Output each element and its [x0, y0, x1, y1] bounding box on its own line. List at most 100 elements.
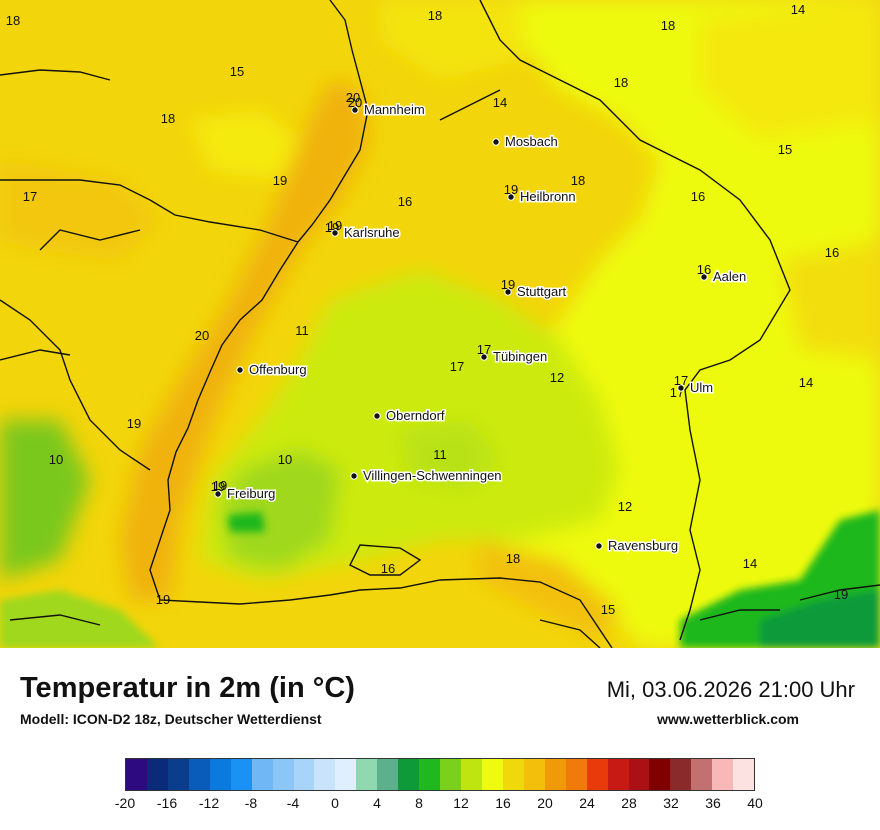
legend-tick-label: 36 — [705, 795, 721, 811]
grid-value-label: 11 — [433, 447, 447, 462]
city-villingen-schwenningen: Villingen-Schwenningen — [350, 467, 503, 485]
city-dot — [373, 412, 381, 420]
legend-swatch — [733, 759, 755, 790]
grid-value-label: 14 — [799, 375, 813, 390]
legend-swatch — [461, 759, 482, 790]
legend-swatch — [502, 759, 524, 790]
city-offenburg: Offenburg — [236, 361, 308, 379]
legend-tick-label: 24 — [579, 795, 595, 811]
city-name: Tübingen — [493, 349, 547, 364]
legend-swatch — [356, 759, 378, 790]
legend-tick-label: 28 — [621, 795, 637, 811]
legend-tick-label: 8 — [415, 795, 423, 811]
legend-swatch — [126, 759, 147, 790]
city-name: Freiburg — [227, 486, 275, 501]
grid-value-label: 12 — [618, 499, 632, 514]
grid-value-label: 20 — [346, 90, 360, 105]
legend-swatch — [188, 759, 210, 790]
grid-value-label: 19 — [156, 592, 170, 607]
city-name: Mosbach — [505, 134, 558, 149]
grid-value-label: 18 — [161, 111, 175, 126]
borders — [0, 0, 880, 648]
city-name: Karlsruhe — [344, 225, 400, 240]
city-mosbach: Mosbach — [492, 133, 559, 151]
legend-tick-label: 16 — [495, 795, 511, 811]
temperature-map: 18 18 18 14 15 18 20 14 18 19 18 15 17 16 16 19 16 20 11 17… — [0, 0, 880, 648]
legend-tick-label: -8 — [244, 795, 258, 811]
alpine-green — [0, 510, 880, 648]
city-dot — [492, 138, 500, 146]
legend-swatch — [691, 759, 713, 790]
city-ravensburg: Ravensburg — [595, 537, 680, 555]
city-temperature: 19 — [211, 479, 225, 494]
city-dot — [350, 472, 358, 480]
legend-swatch — [565, 759, 587, 790]
forecast-datetime: Mi, 03.06.2026 21:00 Uhr — [606, 677, 855, 702]
grid-value-label: 16 — [691, 189, 705, 204]
map-title: Temperatur in 2m (in °C) — [20, 672, 355, 704]
legend-swatch — [398, 759, 420, 790]
city-dot — [700, 273, 708, 281]
legend-swatch — [481, 759, 503, 790]
legend-tick-label: 4 — [373, 795, 381, 811]
grid-value-label: 15 — [778, 142, 792, 157]
grid-value-label: 18 — [661, 18, 675, 33]
city-name: Stuttgart — [517, 284, 567, 299]
city-dot — [504, 288, 512, 296]
city-dot — [214, 490, 222, 498]
legend-swatch — [649, 759, 671, 790]
legend-swatch — [544, 759, 566, 790]
city-dot — [236, 366, 244, 374]
legend-swatch — [335, 759, 357, 790]
grid-value-label: 16 — [825, 245, 839, 260]
grid-value-label: 18 — [614, 75, 628, 90]
grid-value-label: 18 — [506, 551, 520, 566]
city-temperature: 19 — [328, 218, 342, 233]
legend-swatch — [272, 759, 294, 790]
grid-value-label: 14 — [493, 95, 507, 110]
grid-value-labels: 18 18 18 14 15 18 20 14 18 19 18 15 17 16 16 19 16 20 11 17… — [6, 2, 848, 617]
grid-value-label: 11 — [295, 323, 309, 338]
legend-swatch — [146, 759, 168, 790]
grid-value-label: 15 — [230, 64, 244, 79]
city-name: Aalen — [713, 269, 746, 284]
grid-value-label: 16 — [381, 561, 395, 576]
legend-swatch — [314, 759, 336, 790]
city-name: Mannheim — [364, 102, 425, 117]
city-temperature: 19 — [504, 182, 518, 197]
city-name: Ulm — [690, 380, 713, 395]
grid-value-label: 16 — [398, 194, 412, 209]
legend-swatch — [419, 759, 441, 790]
city-name: Oberndorf — [386, 408, 445, 423]
city-layer: Mannheim20MosbachHeilbronn19Karlsruhe19S… — [211, 95, 748, 555]
legend-swatch — [293, 759, 315, 790]
grid-value-label: 17 — [23, 189, 37, 204]
model-subtitle: Modell: ICON-D2 18z, Deutscher Wetterdie… — [20, 711, 322, 727]
legend-swatch — [377, 759, 399, 790]
city-dot — [331, 229, 339, 237]
legend-tick-label: 32 — [663, 795, 679, 811]
city-dot — [507, 193, 515, 201]
grid-value-label: 19 — [273, 173, 287, 188]
legend-swatch — [209, 759, 231, 790]
legend-swatch — [586, 759, 608, 790]
legend-swatch — [523, 759, 545, 790]
grid-value-label: 14 — [791, 2, 805, 17]
grid-value-label: 10 — [49, 452, 63, 467]
grid-value-label: 12 — [550, 370, 564, 385]
city-temperature: 16 — [697, 262, 711, 277]
legend-swatch — [670, 759, 692, 790]
city-temperature: 17 — [477, 342, 491, 357]
color-legend — [125, 758, 755, 791]
grid-value-label: 18 — [428, 8, 442, 23]
city-temperature: 19 — [501, 277, 515, 292]
website-link[interactable]: www.wetterblick.com — [657, 711, 799, 727]
grid-value-label: 19 — [834, 587, 848, 602]
